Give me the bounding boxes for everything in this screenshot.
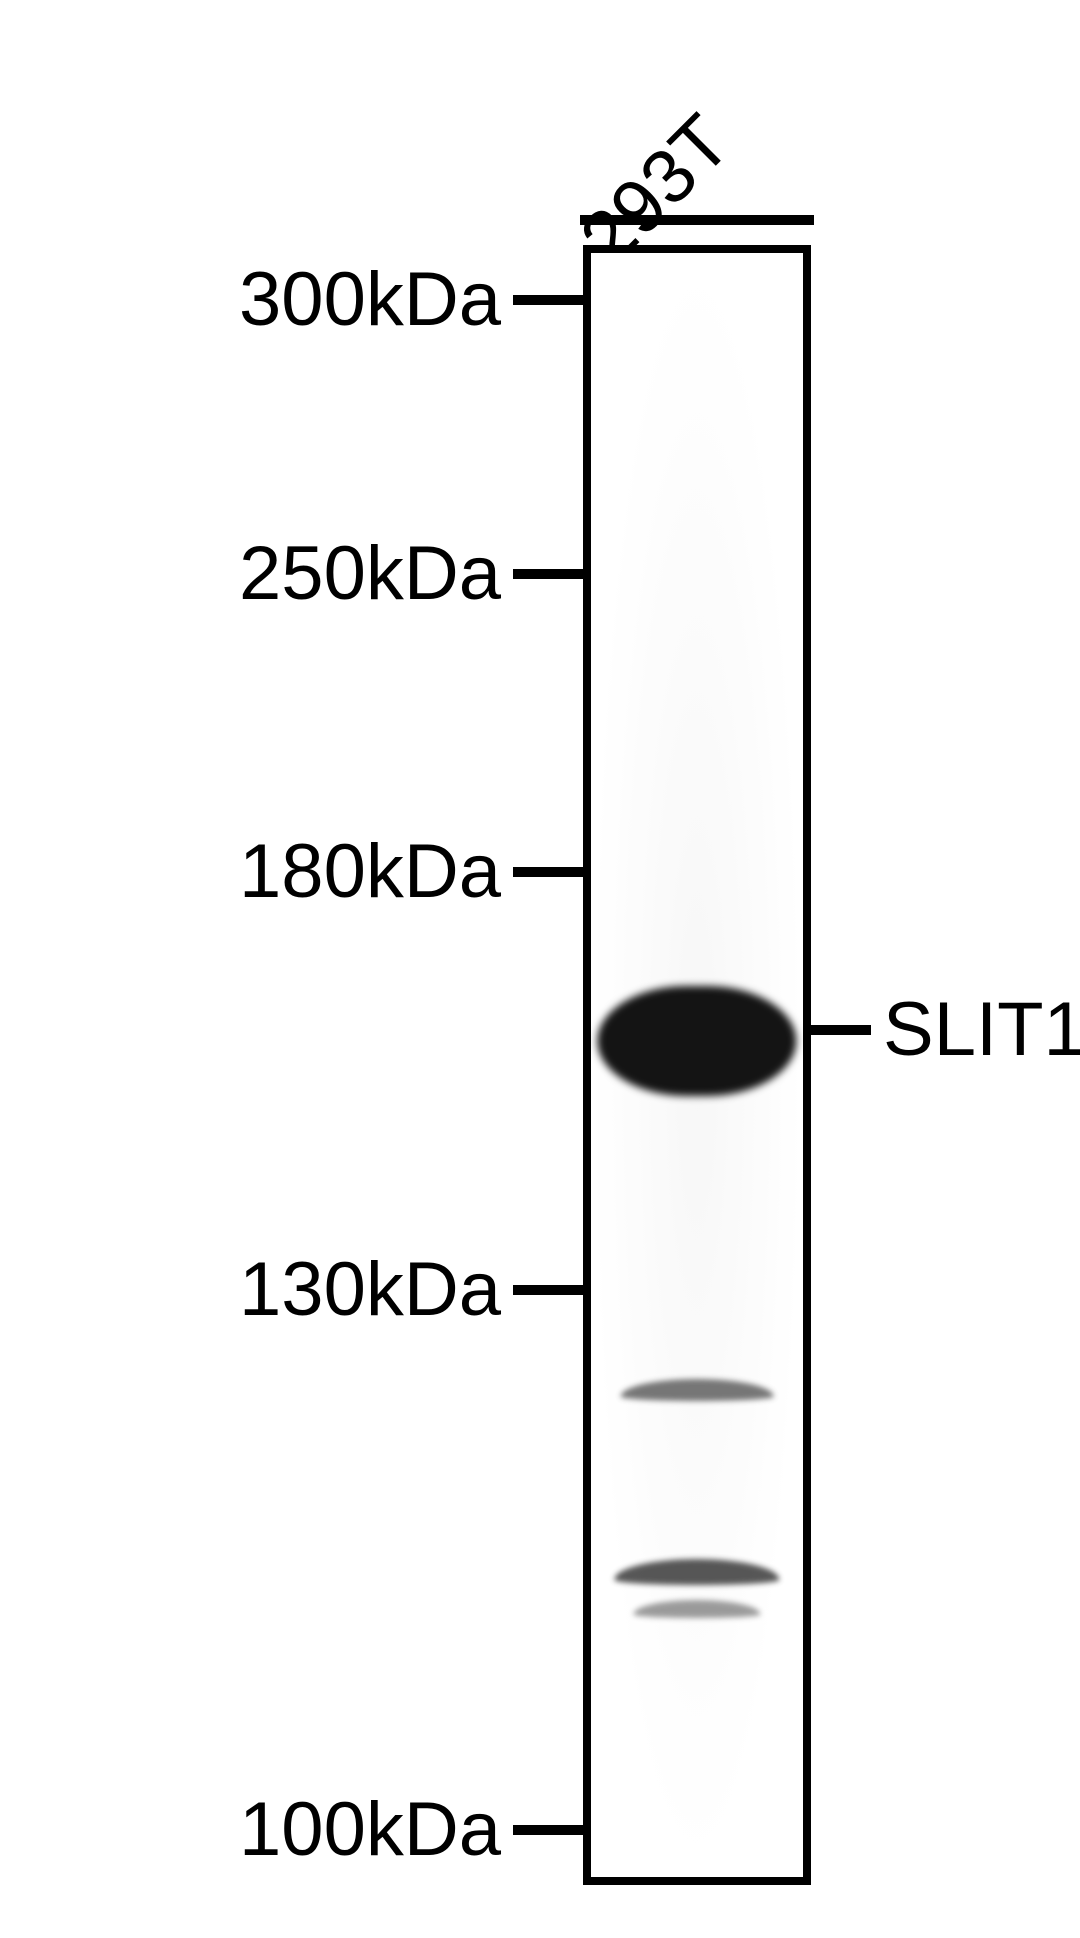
- mw-marker-label-180: 180kDa: [239, 828, 501, 915]
- mw-marker-label-250: 250kDa: [239, 530, 501, 617]
- western-blot-figure: 293T SLIT1 300kDa250kDa180kDa130kDa100kD…: [0, 0, 1080, 1938]
- mw-marker-tick-250: [513, 569, 583, 579]
- mw-marker-tick-180: [513, 867, 583, 877]
- mw-marker-label-300: 300kDa: [239, 256, 501, 343]
- mw-marker-tick-300: [513, 295, 583, 305]
- mw-marker-tick-100: [513, 1825, 583, 1835]
- blot-lane: [583, 245, 811, 1885]
- target-band-label: SLIT1: [883, 986, 1080, 1073]
- mw-marker-label-100: 100kDa: [239, 1786, 501, 1873]
- target-band-tick: [811, 1025, 871, 1035]
- band-main-band: [597, 986, 796, 1096]
- lane-underline: [580, 215, 814, 225]
- mw-marker-label-130: 130kDa: [239, 1246, 501, 1333]
- mw-marker-tick-130: [513, 1285, 583, 1295]
